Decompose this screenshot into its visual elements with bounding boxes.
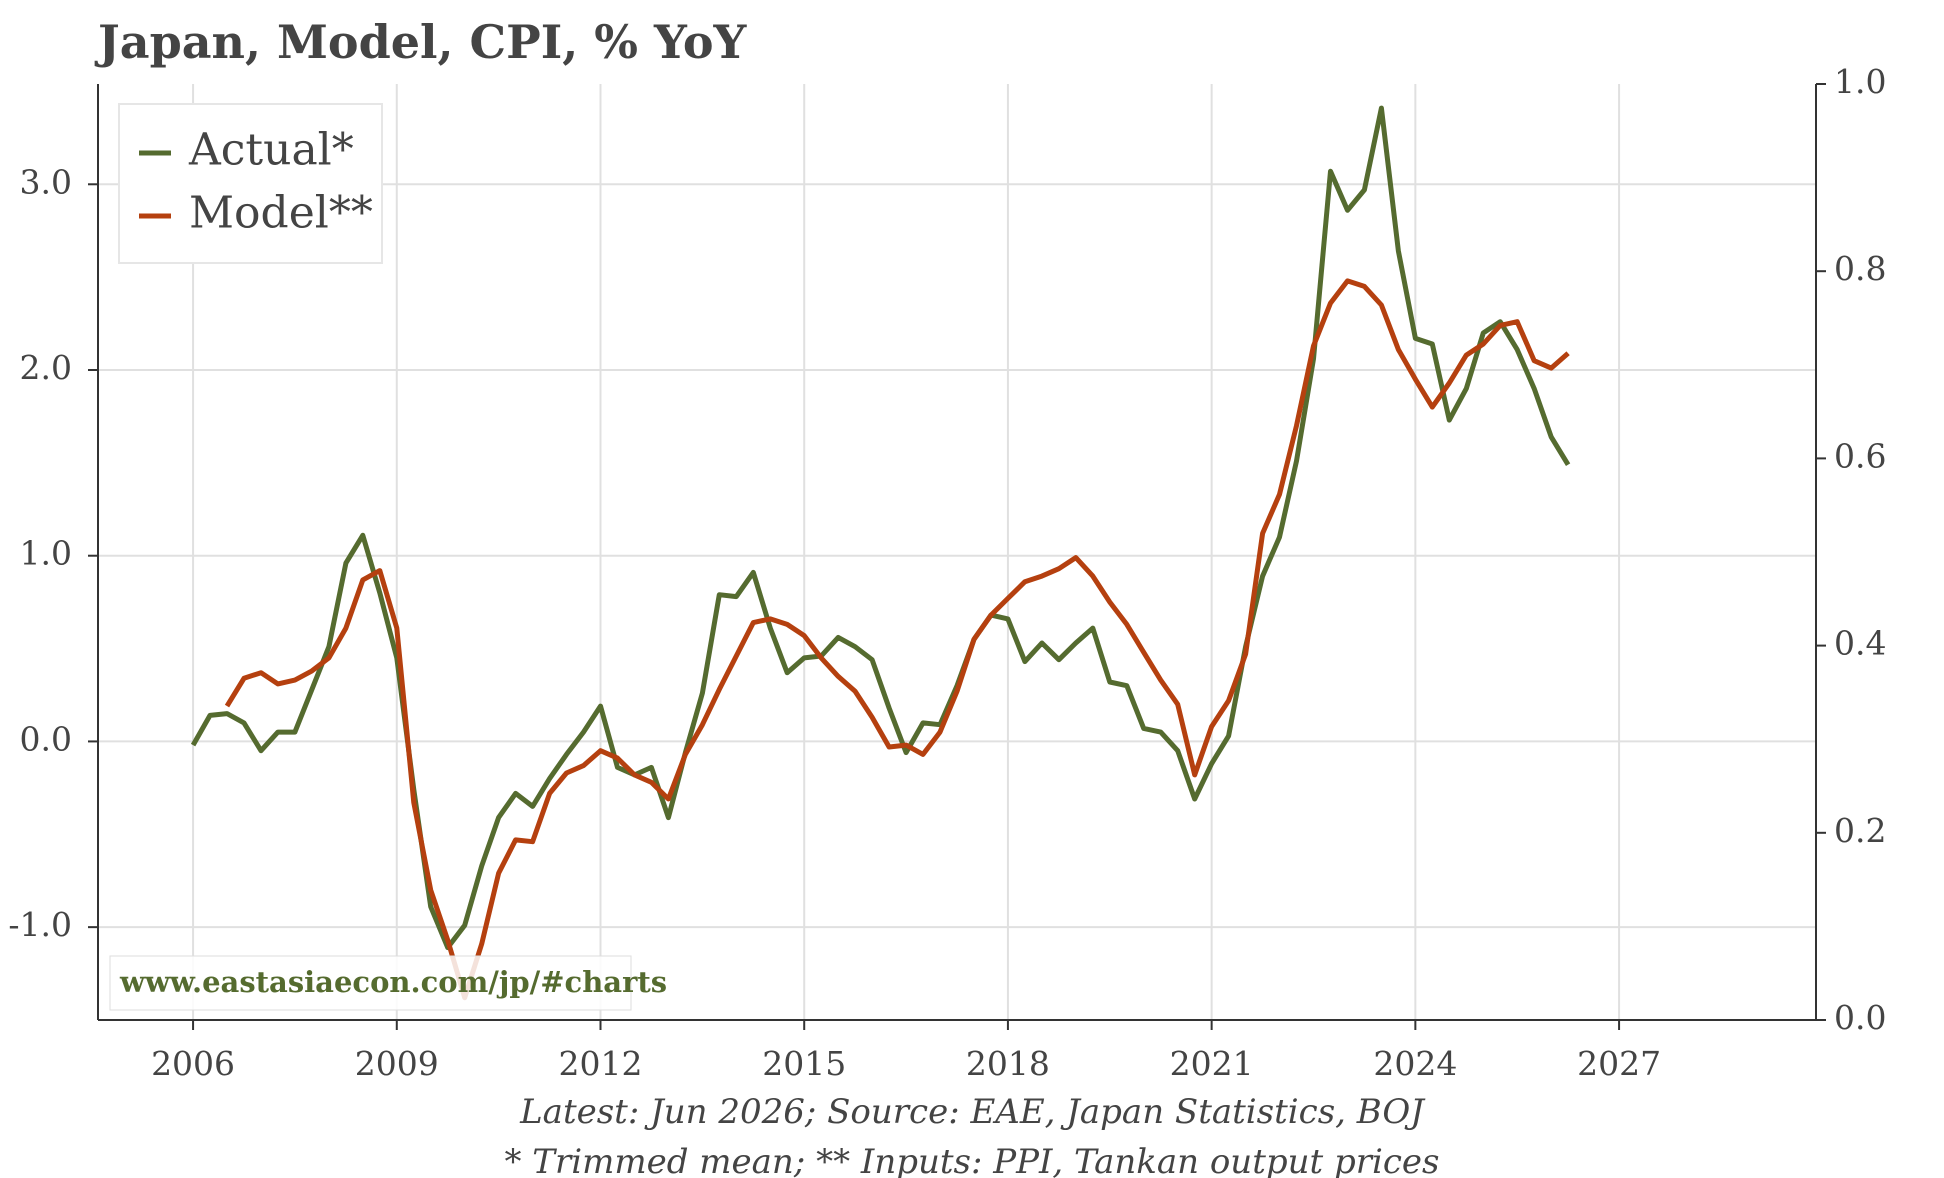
footnote: * Trimmed mean; ** Inputs: PPI, Tankan o… bbox=[505, 1142, 1440, 1178]
y-tick-label: 3.0 bbox=[20, 162, 72, 201]
x-tick-label: 2018 bbox=[966, 1044, 1050, 1083]
y-tick-label: -1.0 bbox=[8, 905, 72, 944]
y-tick-label: 2.0 bbox=[20, 348, 72, 387]
y2-tick-label: 0.4 bbox=[1834, 624, 1886, 663]
y2-tick-label: 0.6 bbox=[1834, 436, 1886, 475]
x-tick-label: 2027 bbox=[1577, 1044, 1661, 1083]
data-line bbox=[190, 105, 1571, 951]
x-tick-label: 2024 bbox=[1373, 1044, 1457, 1083]
watermark: www.eastasiaecon.com/jp/#charts bbox=[109, 955, 667, 1011]
y2-tick-label: 0.0 bbox=[1834, 998, 1886, 1037]
y2-tick-label: 0.2 bbox=[1834, 811, 1886, 850]
y-tick-label: 0.0 bbox=[20, 719, 72, 758]
legend-label: Actual* bbox=[188, 125, 354, 176]
legend-label: Model** bbox=[189, 188, 373, 239]
watermark-text: www.eastasiaecon.com/jp/#charts bbox=[119, 965, 667, 999]
watermark-box bbox=[109, 955, 632, 1011]
chart-title: Japan, Model, CPI, % YoY bbox=[94, 15, 748, 69]
y-tick-label: 1.0 bbox=[20, 534, 72, 573]
legend-box bbox=[118, 103, 383, 264]
x-tick-label: 2015 bbox=[762, 1044, 846, 1083]
y2-tick-label: 0.8 bbox=[1834, 249, 1886, 288]
x-tick-label: 2006 bbox=[151, 1044, 235, 1083]
x-tick-label: 2009 bbox=[355, 1044, 439, 1083]
y2-tick-label: 1.0 bbox=[1834, 62, 1886, 101]
x-tick-label: 2021 bbox=[1170, 1044, 1254, 1083]
legend: Actual* Model** bbox=[118, 103, 383, 264]
footnote: Latest: Jun 2026; Source: EAE, Japan Sta… bbox=[519, 1092, 1426, 1132]
x-tick-label: 2012 bbox=[559, 1044, 643, 1083]
data-line bbox=[224, 278, 1570, 1001]
